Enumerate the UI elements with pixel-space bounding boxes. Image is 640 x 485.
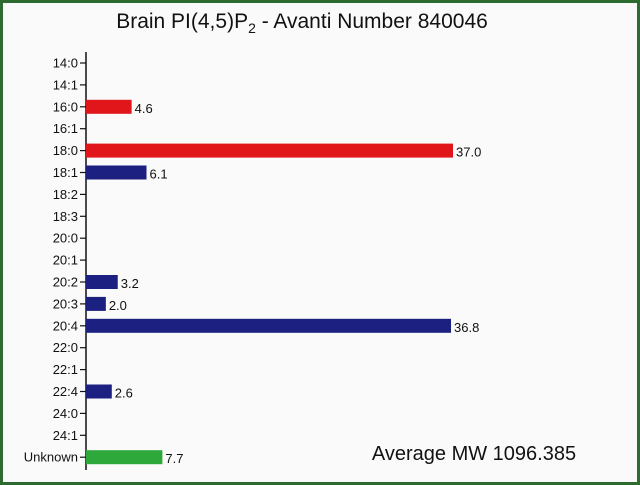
- y-tick-label: 22:4: [53, 384, 78, 399]
- title-subscript: 2: [248, 20, 256, 36]
- y-tick-label: 20:0: [53, 231, 78, 246]
- y-tick-label: 20:1: [53, 253, 78, 268]
- bars: [86, 99, 453, 465]
- bar-18-0: [86, 143, 453, 158]
- title-main: Brain PI(4,5)P: [116, 10, 248, 33]
- y-tick-label: 16:0: [53, 99, 78, 114]
- value-label: 2.6: [115, 386, 133, 401]
- value-label: 4.6: [135, 101, 153, 116]
- y-tick-label: 24:0: [53, 406, 78, 421]
- y-tick-label: 18:1: [53, 165, 78, 180]
- value-label: 2.0: [109, 298, 127, 313]
- average-mw-annotation: Average MW 1096.385: [372, 443, 576, 465]
- bar-unknown: [86, 450, 163, 465]
- value-label: 7.7: [165, 451, 183, 466]
- y-tick-label: 24:1: [53, 428, 78, 443]
- y-tick-label: 20:3: [53, 296, 78, 311]
- bar-20-2: [86, 275, 118, 289]
- y-tick-label: 14:0: [53, 56, 78, 71]
- bar-18-1: [86, 165, 147, 180]
- y-tick-label: 16:1: [53, 121, 78, 136]
- y-axis-ticks: 14:0 14:1 16:0 16:1 18:0 18:1 18:2 18:3 20:0 20:1…: [24, 56, 86, 465]
- y-tick-label: 22:1: [53, 362, 78, 377]
- y-tick-label: 14:1: [53, 77, 78, 92]
- value-label: 6.1: [150, 167, 168, 182]
- value-label: 37.0: [456, 145, 481, 160]
- y-tick-label: 18:2: [53, 187, 78, 202]
- bar-20-4: [86, 318, 452, 333]
- bar-22-4: [86, 384, 112, 399]
- value-label: 3.2: [121, 276, 139, 291]
- y-tick-label: 18:0: [53, 143, 78, 158]
- y-tick-label: 22:0: [53, 340, 78, 355]
- bar-20-3: [86, 296, 106, 311]
- y-tick-label: 18:3: [53, 209, 78, 224]
- y-tick-label: 20:2: [53, 275, 78, 290]
- title-suffix: - Avanti Number 840046: [256, 10, 488, 33]
- bar-16-0: [86, 99, 132, 114]
- chart-title: Brain PI(4,5)P2 - Avanti Number 840046: [116, 10, 488, 36]
- y-tick-label: 20:4: [53, 318, 78, 333]
- value-labels: 4.6 37.0 6.1 3.2 2.0 36.8 2.6 7.7: [109, 101, 481, 466]
- value-label: 36.8: [454, 320, 479, 335]
- y-tick-label: Unknown: [24, 450, 78, 465]
